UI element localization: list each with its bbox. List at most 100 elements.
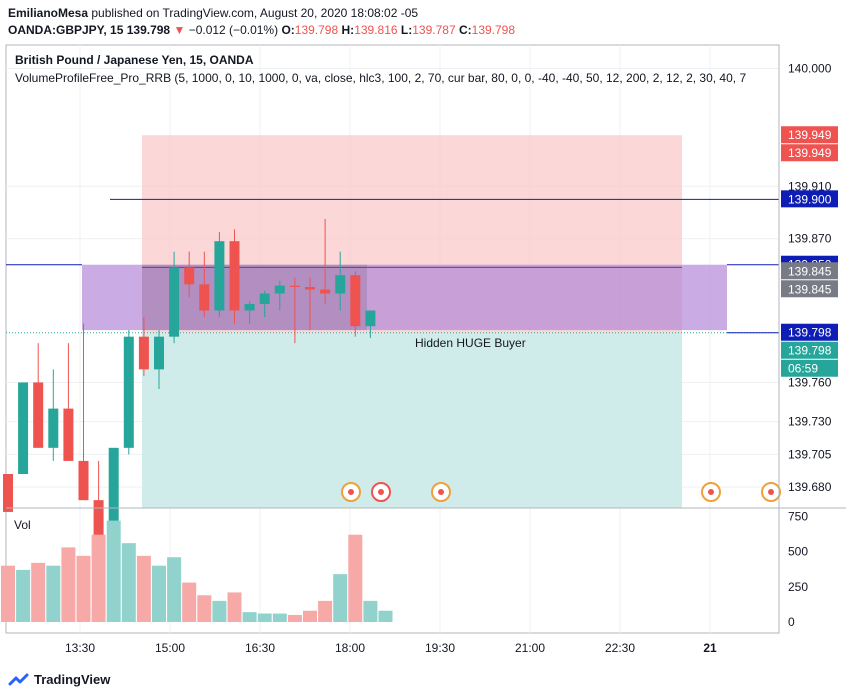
volume-bar — [61, 547, 76, 622]
take-profit-zone — [142, 332, 682, 508]
published-text: published on TradingView.com, August 20,… — [91, 6, 419, 20]
candle-body — [199, 284, 210, 311]
candle-body — [78, 460, 89, 501]
volume-bar — [31, 562, 46, 622]
volume-bar — [152, 565, 166, 622]
volume-bar — [121, 543, 136, 622]
candle-body — [138, 336, 149, 370]
volume-bar — [257, 613, 272, 622]
volume-bar — [1, 565, 15, 622]
price-badge-label: 139.798 — [788, 344, 832, 358]
down-arrow-icon: ▼ — [173, 23, 186, 37]
candle-body — [93, 500, 104, 566]
volume-bar — [303, 610, 317, 622]
tradingview-logo-icon — [8, 673, 29, 685]
candle-body — [123, 336, 134, 448]
candle-body — [335, 275, 346, 294]
time-tick-label: 13:30 — [65, 641, 95, 655]
candle-body — [169, 267, 180, 337]
candle-body — [229, 241, 240, 311]
low-label: L: — [400, 23, 413, 37]
time-tick-label: 19:30 — [425, 641, 455, 655]
volume-bar — [46, 565, 61, 622]
event-dot-icon — [708, 489, 714, 495]
price-badge — [781, 323, 838, 341]
high-value: 139.816 — [354, 23, 398, 37]
time-tick-label: 21:00 — [515, 641, 545, 655]
volume-bar — [16, 569, 31, 622]
candle-body — [244, 303, 255, 311]
close-value: 139.798 — [471, 23, 516, 37]
change-value: −0.012 (−0.01%) — [188, 23, 279, 37]
last-price: 139.798 — [126, 23, 171, 37]
candle-body — [3, 473, 13, 512]
candle-body — [214, 241, 225, 311]
indicator-legend: VolumeProfileFree_Pro_RRB (5, 1000, 0, 1… — [15, 71, 746, 85]
event-dot-icon — [438, 489, 444, 495]
price-tick-label: 139.680 — [788, 480, 832, 494]
volume-bar — [106, 520, 121, 622]
candle-body — [365, 310, 376, 327]
price-badge-label: 139.900 — [788, 192, 832, 206]
event-markers[interactable] — [341, 482, 781, 502]
time-tick-label: 21 — [703, 641, 717, 655]
candle-body — [259, 293, 270, 304]
price-badge — [781, 359, 838, 377]
publish-info: EmilianoMesa published on TradingView.co… — [8, 6, 418, 20]
candle-body — [18, 382, 29, 474]
volume-bar — [197, 595, 212, 622]
horizontal-lines — [6, 198, 779, 334]
volume-bar — [242, 612, 257, 622]
candle-body — [184, 267, 195, 285]
open-value: 139.798 — [294, 23, 339, 37]
high-label: H: — [341, 23, 355, 37]
price-tick-label: 139.760 — [788, 375, 832, 389]
price-badge-label: 139.845 — [788, 282, 832, 296]
candle-body — [154, 336, 164, 370]
volume-tick-label: 0 — [788, 615, 795, 629]
volume-bar — [76, 555, 91, 622]
price-badge — [781, 280, 838, 298]
time-tick-label: 18:00 — [335, 641, 365, 655]
volume-label: Vol — [14, 518, 31, 532]
candle-body — [33, 382, 44, 448]
volume-bar — [318, 600, 333, 622]
volume-bar — [167, 557, 182, 622]
volume-bar — [272, 613, 287, 622]
event-dot-icon — [378, 489, 384, 495]
volume-bar — [136, 555, 151, 622]
volume-bars — [1, 520, 393, 622]
volume-bar — [348, 534, 363, 622]
annotation-text: Hidden HUGE Buyer — [415, 336, 526, 350]
tradingview-brand: TradingView — [34, 672, 111, 687]
volume-tick-label: 500 — [788, 545, 808, 559]
time-tick-label: 15:00 — [155, 641, 185, 655]
volume-bar — [378, 610, 393, 622]
price-axis[interactable]: 140.000 139.910 139.870 139.760 139.730 139.7… — [788, 62, 832, 495]
price-badge — [781, 144, 838, 162]
legend-title: British Pound / Japanese Yen, 15, OANDA — [15, 53, 254, 67]
time-axis[interactable]: 13:30 15:00 16:30 18:00 19:30 21:00 22:30 21 — [65, 641, 717, 655]
price-badge-label: 139.798 — [788, 326, 832, 340]
volume-axis: 750 500 250 0 — [788, 509, 808, 629]
candle-body — [274, 285, 285, 294]
price-badge — [781, 262, 838, 280]
tradingview-logo[interactable]: TradingView — [8, 672, 110, 687]
close-label: C: — [458, 23, 472, 37]
price-tick-label: 139.705 — [788, 447, 832, 461]
price-badge-label: 06:59 — [788, 362, 818, 376]
symbol-label: OANDA:GBPJPY, 15 — [8, 23, 124, 37]
price-badge — [781, 341, 838, 359]
quote-line: OANDA:GBPJPY, 15 139.798 ▼ −0.012 (−0.01… — [8, 23, 515, 37]
price-badge-label: 139.845 — [788, 264, 832, 278]
volume-bar — [287, 614, 302, 622]
event-dot-icon — [768, 489, 774, 495]
volume-bar — [227, 592, 242, 622]
price-badge-label: 139.949 — [788, 146, 832, 160]
price-badges: 139.949139.949139.900139.850139.845139.8… — [781, 126, 838, 377]
candle-body — [48, 408, 59, 448]
author-name[interactable]: EmilianoMesa — [8, 6, 89, 20]
candle-body — [305, 286, 315, 290]
volume-bar — [91, 534, 106, 622]
